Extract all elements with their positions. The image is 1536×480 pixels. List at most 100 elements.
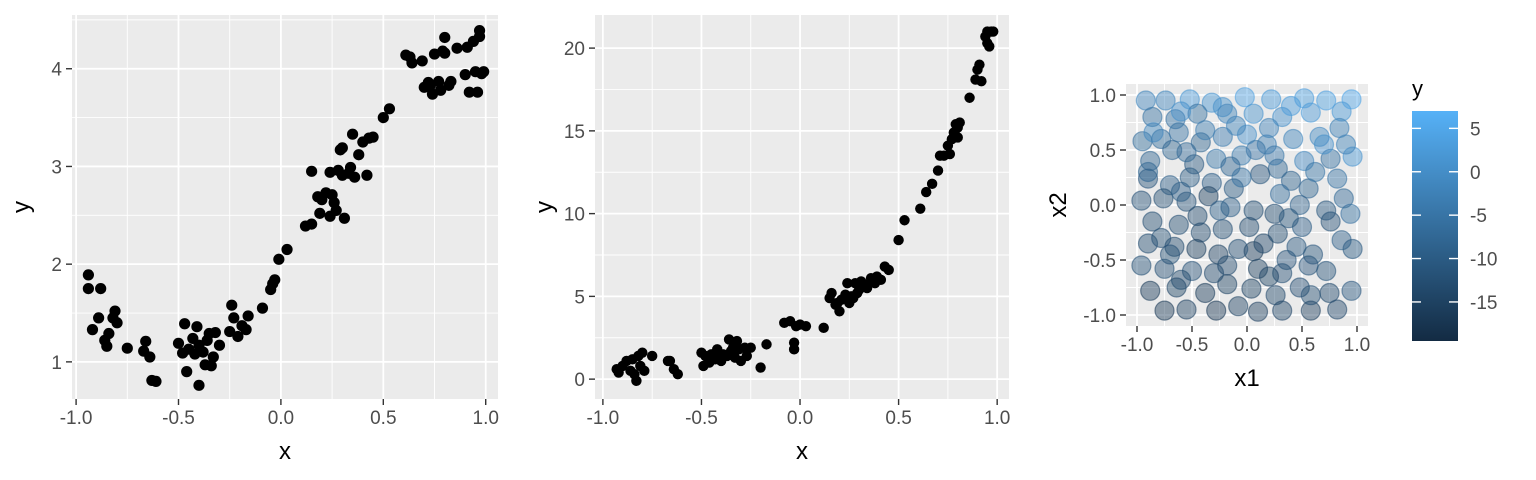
y-tick-label: -0.5 bbox=[1083, 251, 1116, 272]
data-point bbox=[1300, 102, 1321, 123]
data-point bbox=[976, 76, 987, 87]
colorbar-label: -5 bbox=[1470, 206, 1487, 227]
y-tick-label: 0.5 bbox=[1090, 141, 1116, 162]
data-point bbox=[1176, 142, 1197, 163]
data-point bbox=[1195, 120, 1216, 141]
data-point bbox=[82, 282, 94, 295]
data-point bbox=[964, 92, 975, 103]
data-point bbox=[1316, 90, 1337, 111]
data-point bbox=[1278, 208, 1299, 229]
data-point bbox=[1300, 285, 1321, 306]
data-point bbox=[1176, 191, 1197, 212]
data-point bbox=[1201, 172, 1222, 194]
data-point bbox=[1241, 278, 1262, 299]
data-point bbox=[383, 103, 396, 115]
x-tick-label: -1.0 bbox=[60, 408, 93, 429]
y-tick-label: 1 bbox=[51, 353, 62, 374]
chart-panel-1: -1.0 -0.5 0.0 0.5 1.0 1 2 3 4 x y bbox=[8, 15, 499, 465]
data-point bbox=[1198, 186, 1219, 207]
data-point bbox=[1201, 92, 1222, 113]
data-point bbox=[1243, 103, 1264, 124]
data-point bbox=[205, 360, 217, 372]
data-point bbox=[1217, 274, 1238, 295]
data-point bbox=[181, 366, 193, 378]
data-point bbox=[330, 204, 342, 217]
x-tick-label: -0.5 bbox=[685, 408, 718, 429]
data-point bbox=[723, 334, 735, 345]
data-point bbox=[226, 299, 238, 311]
data-point bbox=[1340, 203, 1361, 224]
data-point bbox=[361, 169, 373, 181]
data-point bbox=[1137, 233, 1159, 254]
data-point bbox=[82, 269, 94, 281]
data-point bbox=[224, 325, 236, 338]
x-tick-label: 0.0 bbox=[1234, 335, 1260, 356]
data-point bbox=[209, 326, 221, 339]
data-point bbox=[445, 75, 457, 88]
data-point bbox=[1187, 103, 1208, 124]
y-tick-label: -1.0 bbox=[1083, 306, 1116, 327]
data-point bbox=[346, 128, 359, 140]
data-point bbox=[639, 365, 650, 377]
data-point bbox=[1247, 301, 1269, 322]
data-point bbox=[944, 148, 956, 160]
data-point bbox=[1151, 128, 1172, 150]
data-point bbox=[172, 337, 185, 349]
data-point bbox=[353, 149, 365, 161]
x-tick-label: -0.5 bbox=[162, 408, 195, 429]
y-tick-label: 20 bbox=[564, 39, 585, 60]
y-tick-label: 4 bbox=[51, 60, 62, 81]
data-point bbox=[228, 312, 240, 324]
data-point bbox=[1331, 101, 1352, 122]
data-point bbox=[111, 317, 123, 329]
data-point bbox=[1203, 263, 1225, 284]
data-point bbox=[745, 342, 756, 353]
colorbar-label: -15 bbox=[1470, 293, 1497, 314]
data-point bbox=[932, 165, 944, 176]
data-point bbox=[406, 57, 418, 69]
data-point bbox=[1176, 299, 1197, 320]
data-point bbox=[367, 131, 379, 143]
data-point bbox=[1212, 219, 1233, 240]
data-point bbox=[1243, 200, 1264, 221]
data-point bbox=[1137, 168, 1159, 189]
data-point bbox=[1320, 211, 1341, 232]
data-point bbox=[631, 375, 642, 386]
data-point bbox=[952, 132, 963, 143]
y-axis-title: y bbox=[8, 201, 35, 213]
x-tick-label: 1.0 bbox=[984, 408, 1010, 429]
data-point bbox=[899, 215, 910, 226]
data-point bbox=[463, 86, 475, 98]
data-point bbox=[140, 335, 152, 347]
data-point bbox=[459, 69, 471, 81]
data-point bbox=[338, 212, 350, 224]
data-point bbox=[1294, 150, 1315, 172]
data-point bbox=[1190, 132, 1211, 153]
y-axis-title: y bbox=[531, 201, 558, 213]
data-point bbox=[416, 55, 428, 67]
data-point bbox=[731, 335, 743, 347]
data-point bbox=[1231, 167, 1252, 188]
data-point bbox=[1159, 244, 1181, 265]
data-point bbox=[242, 310, 254, 322]
data-point bbox=[988, 26, 999, 37]
data-point bbox=[1220, 156, 1241, 177]
x-tick-label: 0.5 bbox=[1289, 335, 1315, 356]
data-point bbox=[439, 47, 451, 59]
data-point bbox=[1342, 146, 1363, 167]
data-point bbox=[1335, 134, 1357, 155]
data-point bbox=[103, 327, 115, 340]
data-point bbox=[213, 339, 226, 351]
data-point bbox=[256, 302, 269, 314]
data-point bbox=[672, 368, 683, 380]
data-point bbox=[1298, 255, 1319, 276]
y-tick-label: 1.0 bbox=[1090, 86, 1116, 107]
data-point bbox=[273, 253, 285, 265]
data-point bbox=[95, 282, 107, 295]
data-point bbox=[1137, 161, 1159, 183]
y-tick-label: 3 bbox=[51, 157, 62, 178]
data-point bbox=[875, 274, 887, 286]
data-point bbox=[1195, 282, 1216, 304]
data-point bbox=[1220, 197, 1241, 218]
x-axis-title: x bbox=[796, 438, 808, 465]
